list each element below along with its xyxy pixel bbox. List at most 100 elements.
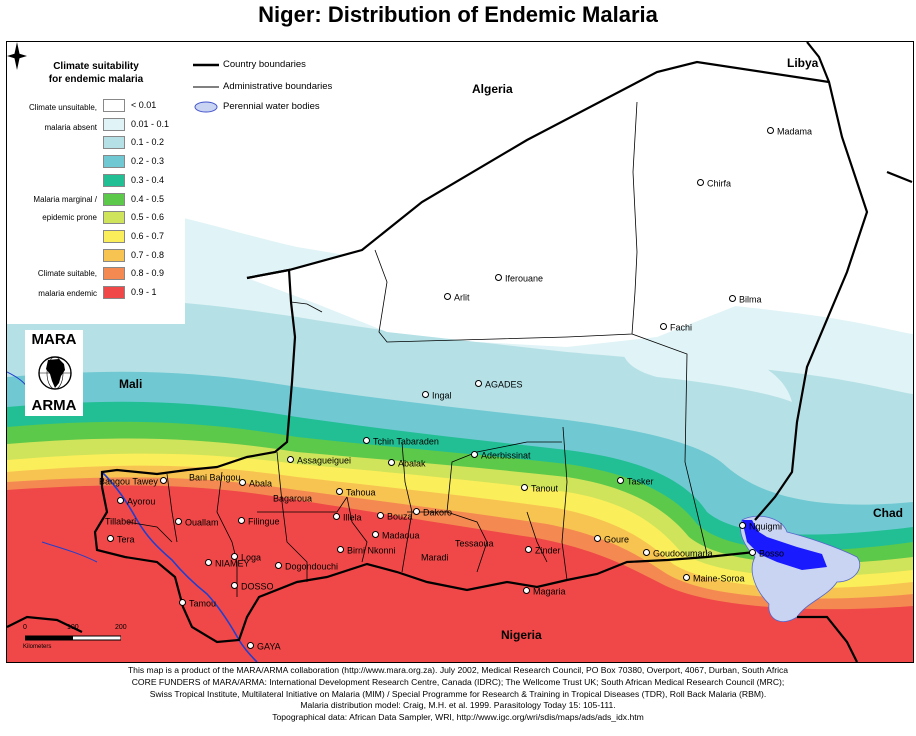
credit-line-2: CORE FUNDERS of MARA/ARMA: International… [131,676,785,687]
northern-desert [247,72,867,347]
city-marker-icon [521,484,528,492]
city-bani-bangou: Bani Bangou [189,472,241,483]
city-goure: Goure [594,534,629,545]
city-dogondouchi: Dogondouchi [275,561,338,572]
city-marker-icon [594,535,601,543]
city-filingue: Filingue [238,516,280,527]
city-maine-soroa: Maine-Soroa [683,573,745,584]
city-marker-icon [444,293,451,301]
band-0-9-1 [7,485,913,662]
city-marker-icon [749,549,756,557]
city-marker-icon [117,497,124,505]
legend-group-marginal-line2: epidemic prone [42,213,97,222]
legend-class-label: 0.6 - 0.7 [131,230,165,241]
city-tasker: Tasker [617,476,654,487]
city-marker-icon [422,391,429,399]
city-marker-icon [643,549,650,557]
city-tillaberi: Tillaberi [105,516,137,527]
country-label-mali: Mali [119,377,143,391]
city-maradi: Maradi [421,552,449,563]
legend-swatch [103,117,125,131]
city-magaria: Magaria [523,586,566,597]
scale-tick-100: 100 [67,624,79,631]
tributary [41,541,98,563]
legend-class-label: 0.9 - 1 [131,287,157,297]
legend-class: 0.01 - 0.1 [103,117,183,131]
city-marker-icon [275,562,282,570]
legend-group-marginal-line1: Malaria marginal / [33,195,97,204]
city-tanout: Tanout [521,483,558,494]
city-iferouane: Iferouane [495,273,543,284]
country-boundary-symbol [193,63,219,67]
city-bilma: Bilma [729,294,762,305]
key-water-label: Perennial water bodies [223,101,320,112]
city-aderbissinat: Aderbissinat [471,450,531,461]
legend-class: 0.7 - 0.8 [103,248,183,262]
city-bangou-tawey: Bangou Tawey [99,476,170,487]
legend-swatch [103,211,125,225]
suitability-map [7,42,913,662]
legend-swatch [103,248,125,262]
air-light-band [622,343,792,402]
legend-swatch [103,229,125,243]
africa-globe-icon [38,356,72,390]
city-marker-icon [471,451,478,459]
legend-swatch [103,286,125,299]
legend-swatch [103,136,125,150]
legend-class: 0.8 - 0.9 [103,267,183,281]
credit-line-3: Swiss Tropical Institute, Multilateral I… [149,688,767,699]
city-marker-icon [683,574,690,582]
city-marker-icon [247,642,254,650]
logo-bottom-text: ARMA [31,397,77,414]
city-agades: AGADES [475,379,523,390]
city-marker-icon [363,437,370,445]
city-loga: Loga [231,552,261,563]
city-marker-icon [287,456,294,464]
city-marker-icon [337,546,344,554]
city-marker-icon [739,522,746,530]
legend-title-line2: for endemic malaria [48,74,144,85]
scale-tick-0: 0 [23,624,27,631]
city-marker-icon [238,517,245,525]
legend-class: 0.5 - 0.6 [103,211,183,225]
legend-class-label: < 0.01 [131,100,157,110]
city-marker-icon [160,477,168,485]
credit-line-4: Malaria distribution model: Craig, M.H. … [300,700,616,711]
legend-class: 0.2 - 0.3 [103,155,183,169]
administrative-boundaries [126,101,708,597]
city-marker-icon [377,512,384,520]
city-marker-icon [525,546,532,554]
legend-class: 0.4 - 0.5 [103,192,183,206]
legend-title-line1: Climate suitability [53,61,139,72]
city-marker-icon [107,535,114,543]
country-label-chad: Chad [873,506,903,520]
legend-swatch [103,173,125,187]
mara-arma-logo: MARA ARMA [25,330,83,416]
city-marker-icon [475,380,482,388]
city-marker-icon [617,477,624,485]
legend-swatch [103,267,125,281]
city-birni-nkonni: Birni Nkonni [337,545,396,556]
scale-units: Kilometers [23,644,52,650]
city-tera: Tera [107,534,135,545]
city-ingal: Ingal [422,390,452,401]
legend-class-label: 0.4 - 0.5 [131,193,165,204]
city-bagaroua: Bagaroua [273,493,313,504]
map-frame: Climate suitability for endemic malaria … [6,41,914,663]
city-marker-icon [729,295,736,303]
credits: This map is a product of the MARA/ARMA c… [0,665,916,724]
admin-boundary-symbol [193,86,219,88]
city-nguigmi: Nguigmi [739,521,782,532]
city-illela: Illela [333,512,362,523]
legend-class: < 0.01 [103,99,183,112]
legend-class-label: 0.2 - 0.3 [131,156,165,167]
legend-class-label: 0.8 - 0.9 [131,268,165,279]
legend-class-label: 0.3 - 0.4 [131,174,165,185]
scale-tick-200: 200 [115,624,127,631]
city-bosso: Bosso [749,548,784,559]
lake-chad-open-water [742,520,827,570]
city-marker-icon [495,274,502,282]
country-boundaries [7,42,913,662]
city-madama: Madama [767,126,812,137]
city-assagueiguei: Assagueiguei [287,455,351,466]
